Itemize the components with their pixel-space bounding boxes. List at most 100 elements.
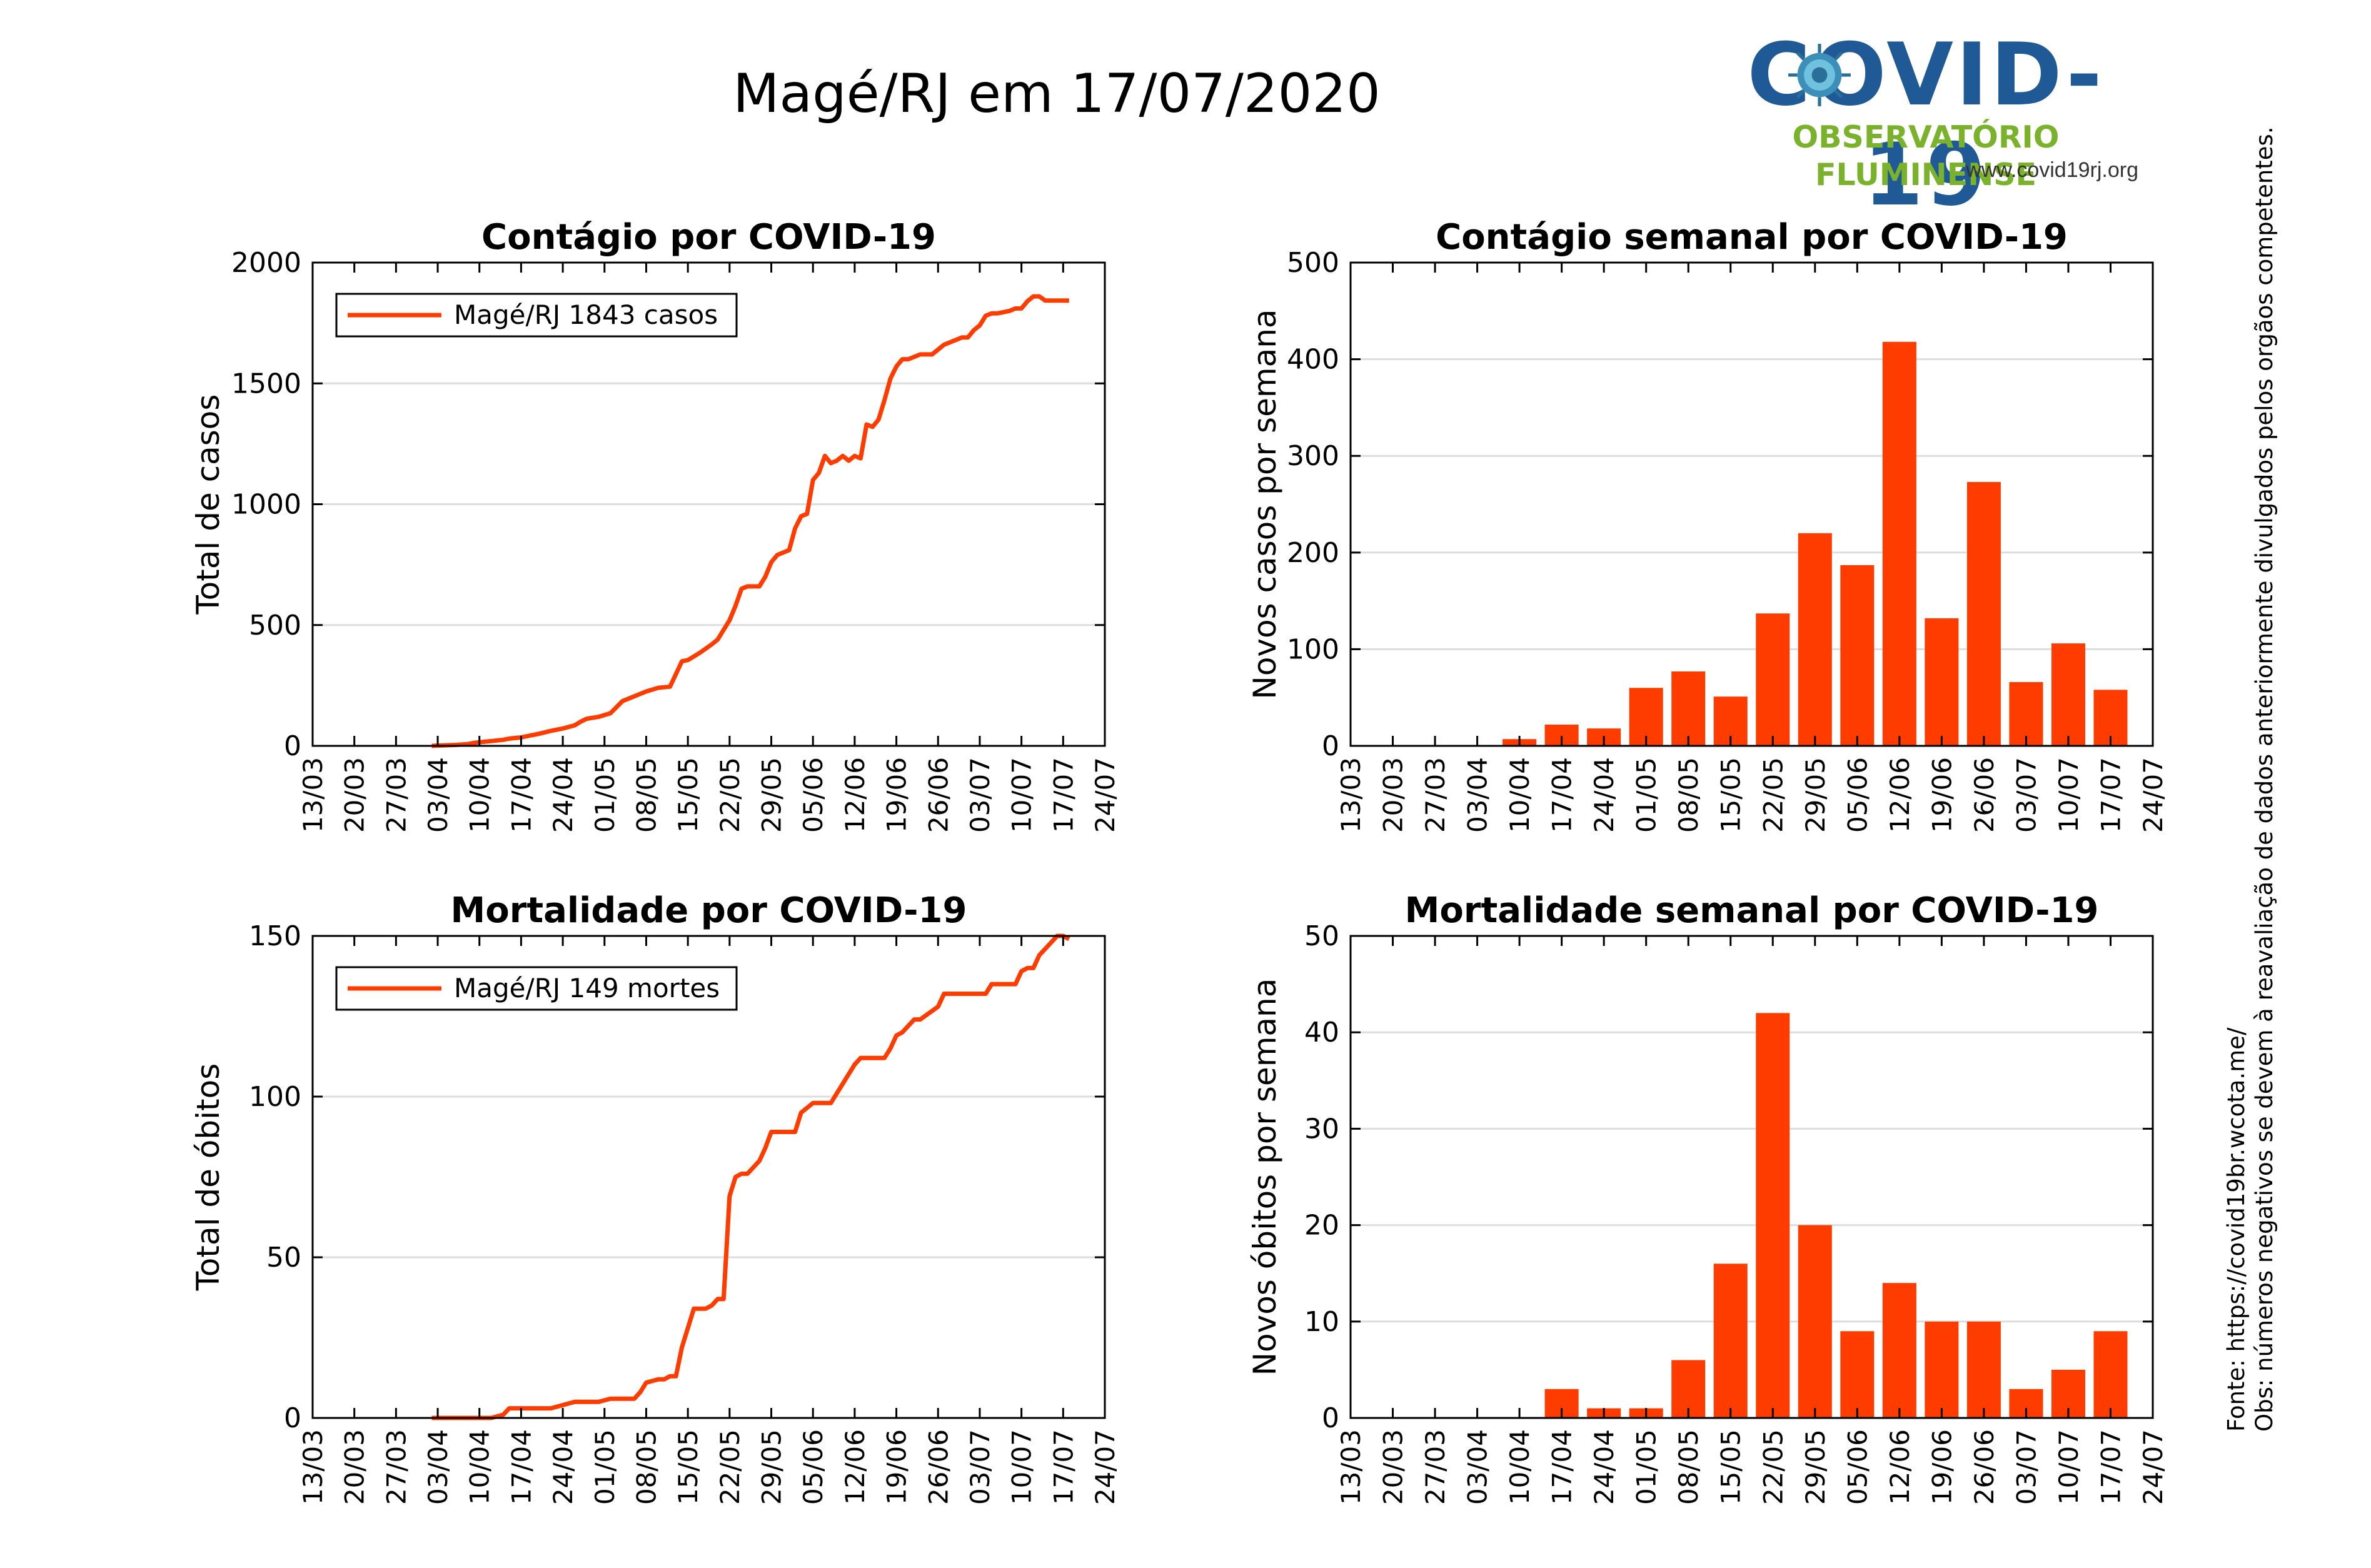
x-tick-label: 10/07	[1007, 757, 1037, 833]
x-tick-label: 24/04	[548, 1429, 578, 1505]
x-tick-label: 24/07	[2138, 1429, 2168, 1505]
x-tick-label: 13/03	[1336, 1429, 1366, 1505]
bar	[1925, 1321, 1959, 1418]
bar	[1756, 1013, 1790, 1418]
x-tick-label: 08/05	[631, 757, 662, 833]
x-tick-label: 27/03	[381, 1429, 411, 1505]
x-tick-label: 10/04	[465, 1429, 495, 1505]
y-tick-label: 0	[1322, 730, 1339, 762]
x-tick-label: 19/06	[882, 757, 912, 833]
x-tick-label: 27/03	[1420, 757, 1451, 833]
x-tick-label: 03/04	[423, 757, 453, 833]
bar	[2051, 643, 2085, 746]
bar	[1882, 1283, 1916, 1418]
y-tick-label: 100	[1287, 633, 1339, 665]
x-tick-label: 26/06	[923, 1429, 954, 1505]
series-line	[431, 933, 1070, 1420]
x-tick-label: 29/05	[1800, 757, 1831, 833]
x-tick-label: 24/04	[1589, 1429, 1619, 1505]
chart-title: Mortalidade semanal por COVID-19	[1405, 890, 2099, 931]
legend-label: Magé/RJ 149 mortes	[454, 973, 720, 1003]
x-tick-label: 17/04	[506, 1429, 536, 1505]
x-tick-label: 01/05	[590, 1429, 620, 1505]
x-tick-label: 12/06	[840, 1429, 870, 1505]
x-tick-label: 08/05	[631, 1429, 662, 1505]
y-tick-label: 1500	[231, 368, 301, 400]
bar	[1756, 613, 1790, 746]
x-tick-label: 24/07	[1090, 757, 1120, 833]
x-tick-label: 22/05	[715, 757, 745, 833]
bar	[2009, 681, 2043, 746]
x-tick-label: 12/06	[840, 757, 870, 833]
y-axis-label: Total de casos	[190, 395, 226, 615]
logo-url: www.covid19rj.org	[1966, 158, 2138, 182]
x-tick-label: 29/05	[757, 1429, 787, 1505]
x-tick-label: 26/06	[1969, 757, 2000, 833]
panel-total-deaths: 0 50 100 150 13/03 20/03 27/03 03/04 10/04 17/04 2…	[190, 890, 1120, 1505]
x-tick-label: 03/04	[423, 1429, 453, 1505]
y-tick-label: 500	[1287, 247, 1339, 279]
logo-main-text: COVID-19	[1747, 24, 2105, 225]
x-tick-label: 10/07	[2053, 1429, 2084, 1505]
y-tick-label: 300	[1287, 440, 1339, 472]
x-tick-label: 12/06	[1885, 1429, 1915, 1505]
y-tick-label: 0	[1322, 1402, 1339, 1434]
bar	[1798, 533, 1832, 746]
x-tick-label: 01/05	[1631, 757, 1662, 833]
x-tick-label: 17/04	[1547, 757, 1578, 833]
x-tick-label: 20/03	[1378, 1429, 1409, 1505]
x-tick-label: 10/04	[465, 757, 495, 833]
plot-frame	[311, 935, 1106, 1419]
x-tick-label: 13/03	[298, 757, 328, 833]
x-tick-label: 08/05	[1673, 757, 1704, 833]
x-tick-label: 17/07	[1048, 1429, 1079, 1505]
bar	[1798, 1225, 1832, 1418]
bar	[1671, 671, 1706, 746]
x-tick-label: 12/06	[1885, 757, 1915, 833]
bar	[1840, 1331, 1875, 1418]
y-tick-label: 30	[1304, 1113, 1339, 1145]
x-tick-label: 19/06	[1926, 757, 1957, 833]
x-tick-label: 03/07	[2011, 1429, 2041, 1505]
x-tick-label: 29/05	[1800, 1429, 1831, 1505]
x-tick-label: 19/06	[882, 1429, 912, 1505]
x-tick-label: 26/06	[1969, 1429, 2000, 1505]
x-tick-label: 03/04	[1462, 1429, 1493, 1505]
x-tick-label: 26/06	[923, 757, 954, 833]
x-tick-label: 17/04	[1547, 1429, 1578, 1505]
x-tick-label: 03/04	[1462, 757, 1493, 833]
x-tick-label: 10/07	[1007, 1429, 1037, 1505]
y-axis-label: Total de óbitos	[190, 1063, 226, 1292]
logo-subtitle: OBSERVATÓRIO FLUMINENSE	[1792, 119, 2060, 193]
bar	[1966, 481, 2001, 746]
x-tick-label: 27/03	[381, 757, 411, 833]
covid19-logo: COVID-19 OBSERVATÓRIO FLUMINENSE www.cov…	[1688, 25, 2163, 225]
panel-total-cases: 0 500 1000 1500 2000 13/03 20/03 27/03 03/04 10/0…	[190, 217, 1120, 833]
x-tick-label: 24/07	[2138, 757, 2168, 833]
bar	[1840, 565, 1875, 746]
y-tick-label: 20	[1304, 1210, 1339, 1242]
x-tick-label: 08/05	[1673, 1429, 1704, 1505]
y-tick-label: 10	[1304, 1306, 1339, 1338]
x-tick-label: 17/04	[506, 757, 536, 833]
x-tick-label: 29/05	[757, 757, 787, 833]
x-tick-label: 20/03	[340, 757, 370, 833]
series-line	[431, 294, 1069, 748]
x-tick-label: 15/05	[673, 757, 703, 833]
bar	[1713, 1264, 1748, 1418]
x-tick-label: 15/05	[673, 1429, 703, 1505]
x-tick-label: 27/03	[1420, 1429, 1451, 1505]
bar	[1966, 1321, 2001, 1418]
y-tick-label: 500	[249, 610, 301, 641]
x-tick-label: 17/07	[2095, 757, 2126, 833]
plot-frame	[1349, 261, 2154, 747]
x-tick-label: 19/06	[1926, 1429, 1957, 1505]
x-tick-label: 17/07	[1048, 757, 1079, 833]
y-tick-label: 50	[266, 1242, 301, 1274]
bar	[2093, 1331, 2128, 1418]
x-tick-label: 10/04	[1504, 1429, 1535, 1505]
y-tick-label: 2000	[231, 247, 301, 279]
x-tick-label: 15/05	[1716, 757, 1746, 833]
y-tick-label: 0	[284, 730, 301, 762]
